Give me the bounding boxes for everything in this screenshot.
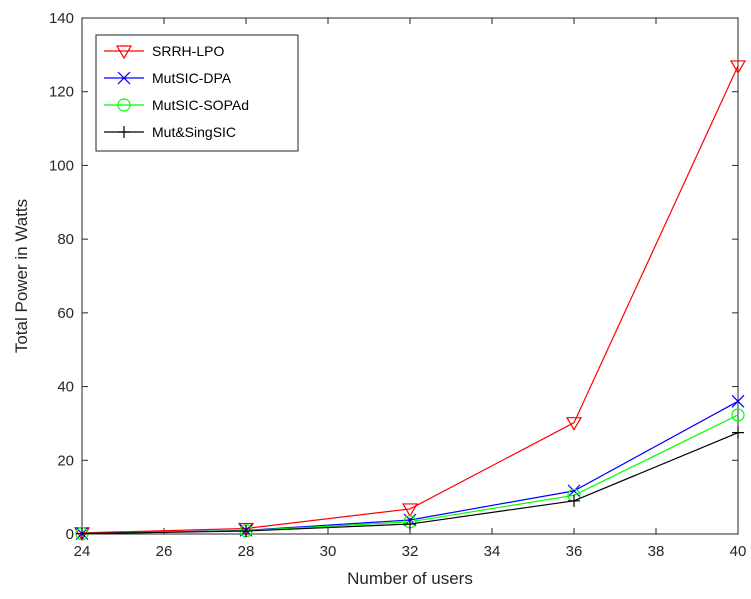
x-tick-label-8: 40 [730,543,747,560]
legend-marker-0 [115,45,133,60]
series-0 [73,60,747,542]
data-point-3-0 [76,527,88,540]
legend-marker-3 [118,126,130,138]
legend-label-0: SRRH-LPO [152,43,224,59]
y-tick-label-5: 100 [49,157,74,174]
series-line-0 [81,65,739,534]
y-tick-label-1: 20 [57,452,74,469]
data-point-3-3 [568,494,580,507]
legend-label-3: Mut&SingSIC [152,124,236,140]
data-point-1-4 [731,394,745,408]
legend: SRRH-LPO MutSIC-DPA MutSIC-SOPAd Mut&SingSI… [95,34,299,152]
legend-item-3: Mut&SingSIC [104,124,236,140]
axis-ticks: 24 26 28 30 32 34 36 38 40 0 20 40 60 80 100 120 140 [49,10,746,560]
data-point-3-4 [732,426,744,439]
x-tick-label-2: 28 [238,543,255,560]
y-tick-label-3: 60 [57,305,74,322]
y-tick-label-7: 140 [49,10,74,27]
data-point-1-3 [567,484,581,498]
series-layer [73,60,747,542]
data-point-0-1 [237,522,255,537]
x-axis-title: Number of users [347,569,473,588]
x-tick-label-7: 38 [648,543,665,560]
data-point-3-1 [240,525,252,538]
x-tick-label-0: 24 [74,543,91,560]
x-tick-label-3: 30 [320,543,337,560]
legend-item-0: SRRH-LPO [104,43,224,60]
data-point-0-3 [565,417,583,431]
legend-marker-2 [117,98,131,112]
y-tick-label-6: 120 [49,84,74,101]
legend-item-1: MutSIC-DPA [104,70,232,86]
data-point-0-2 [401,503,419,518]
y-axis-title: Total Power in Watts [12,199,31,353]
data-point-3-2 [404,518,416,531]
x-tick-label-4: 32 [402,543,419,560]
y-tick-label-4: 80 [57,231,74,248]
legend-marker-1 [117,71,131,85]
y-tick-label-0: 0 [66,526,74,543]
x-tick-label-6: 36 [566,543,583,560]
data-point-0-4 [729,60,747,75]
x-tick-label-5: 34 [484,543,501,560]
legend-item-2: MutSIC-SOPAd [104,97,249,113]
x-tick-label-1: 26 [156,543,173,560]
legend-label-1: MutSIC-DPA [152,70,232,86]
y-tick-label-2: 40 [57,379,74,396]
series-3 [76,426,744,540]
legend-label-2: MutSIC-SOPAd [152,97,249,113]
data-point-2-4 [731,408,745,422]
